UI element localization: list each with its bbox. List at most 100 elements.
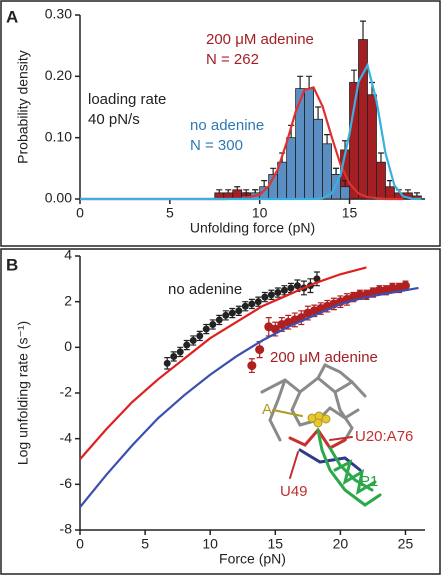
point bbox=[280, 286, 288, 294]
y-tick-label: 0.20 bbox=[45, 67, 72, 83]
x-tick-label: 5 bbox=[166, 205, 174, 221]
point bbox=[255, 345, 265, 355]
annotation: loading rate bbox=[88, 91, 166, 108]
x-tick-label: 0 bbox=[76, 536, 84, 552]
point bbox=[183, 341, 191, 349]
bar bbox=[313, 118, 323, 200]
point bbox=[189, 336, 197, 344]
y-tick-label: -4 bbox=[60, 429, 73, 445]
error-bar bbox=[324, 134, 331, 144]
annotation: 200 μM adenine bbox=[270, 349, 378, 366]
y-tick-label: 2 bbox=[64, 292, 72, 308]
bar bbox=[385, 186, 395, 200]
point bbox=[274, 289, 282, 297]
y-tick-label: -2 bbox=[60, 384, 73, 400]
bar bbox=[367, 94, 377, 200]
bar bbox=[322, 143, 332, 200]
annotation: U49 bbox=[280, 483, 308, 500]
x-tick-label: 5 bbox=[141, 536, 149, 552]
error-bar bbox=[225, 189, 232, 193]
error-bar bbox=[270, 167, 277, 175]
x-tick-label: 25 bbox=[398, 536, 414, 552]
fit-curve bbox=[79, 286, 419, 508]
x-tick-label: 0 bbox=[76, 205, 84, 221]
fit-curve bbox=[80, 62, 422, 201]
bar bbox=[358, 39, 368, 200]
point bbox=[374, 285, 384, 295]
error-bar bbox=[351, 69, 358, 83]
y-tick-label: 0 bbox=[64, 338, 72, 354]
error-bar bbox=[297, 75, 304, 89]
error-bar bbox=[252, 189, 259, 193]
fit-curve bbox=[79, 266, 367, 460]
error-bar bbox=[216, 189, 223, 193]
annotation: no adenine bbox=[190, 117, 264, 134]
annotation: no adenine bbox=[168, 281, 242, 298]
error-bar bbox=[413, 192, 420, 196]
bar bbox=[295, 88, 306, 200]
annotation: N = 300 bbox=[190, 137, 243, 154]
point bbox=[287, 284, 295, 292]
point bbox=[241, 302, 249, 310]
x-tick-label: 10 bbox=[202, 536, 218, 552]
annotation: N = 262 bbox=[206, 51, 259, 68]
point bbox=[248, 300, 256, 308]
error-bar bbox=[306, 75, 313, 89]
panel-frame bbox=[0, 0, 441, 247]
y-tick-label: -8 bbox=[60, 521, 73, 537]
bar bbox=[304, 88, 314, 200]
point bbox=[196, 332, 204, 340]
annotation: 200 μM adenine bbox=[206, 31, 314, 48]
point bbox=[235, 307, 243, 315]
panel-label: A bbox=[6, 7, 18, 26]
point bbox=[267, 291, 275, 299]
x-axis-label: Unfolding force (pN) bbox=[190, 220, 315, 236]
rna-structure bbox=[260, 363, 382, 507]
y-tick-label: -6 bbox=[60, 475, 73, 491]
bar bbox=[376, 161, 386, 200]
point bbox=[209, 321, 217, 328]
bar bbox=[340, 186, 350, 200]
error-bar bbox=[404, 189, 411, 193]
y-tick-label: 4 bbox=[64, 247, 72, 263]
point bbox=[293, 282, 301, 290]
y-axis-label: Log unfolding rate (s⁻¹) bbox=[15, 321, 31, 465]
annotation: P1 bbox=[360, 473, 378, 490]
x-tick-label: 20 bbox=[333, 536, 349, 552]
x-tick-label: 15 bbox=[342, 205, 358, 221]
x-tick-label: 10 bbox=[252, 205, 268, 221]
error-bar bbox=[360, 20, 367, 40]
point bbox=[228, 309, 236, 317]
point bbox=[247, 361, 257, 371]
bar bbox=[349, 82, 359, 200]
y-tick-label: 0.30 bbox=[45, 6, 72, 22]
point bbox=[222, 311, 230, 319]
annotation: U20:A76 bbox=[355, 428, 413, 445]
point bbox=[261, 293, 269, 301]
error-bar bbox=[243, 192, 250, 196]
y-tick-label: 0.00 bbox=[45, 190, 72, 206]
point bbox=[254, 298, 262, 306]
y-tick-label: 0.10 bbox=[45, 128, 72, 144]
panel-frame bbox=[0, 248, 441, 575]
point bbox=[163, 359, 171, 367]
point bbox=[355, 290, 365, 300]
error-bar bbox=[377, 152, 384, 163]
point bbox=[176, 348, 184, 356]
error-bar bbox=[315, 106, 322, 120]
annotation: 40 pN/s bbox=[88, 111, 140, 128]
annotation: A bbox=[262, 401, 272, 418]
y-axis-label: Probability density bbox=[15, 50, 31, 164]
error-bar bbox=[234, 186, 241, 190]
point bbox=[387, 283, 397, 293]
point bbox=[170, 352, 178, 360]
x-tick-label: 15 bbox=[267, 536, 283, 552]
point bbox=[202, 325, 210, 333]
error-bar bbox=[333, 167, 340, 175]
point bbox=[400, 281, 410, 291]
point bbox=[215, 316, 223, 324]
error-bar bbox=[386, 180, 393, 187]
panel-label: B bbox=[6, 255, 18, 274]
point bbox=[313, 275, 321, 283]
bar bbox=[286, 137, 297, 200]
